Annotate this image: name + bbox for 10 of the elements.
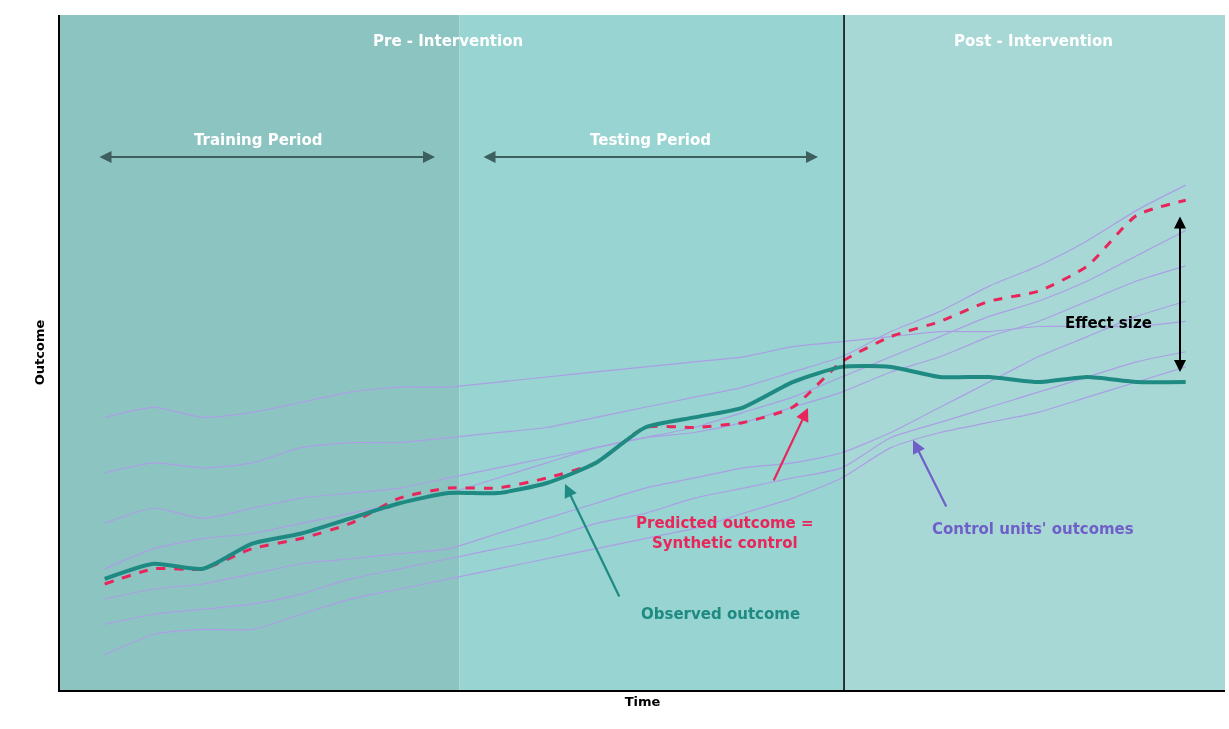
y-axis-title: Outcome: [32, 319, 48, 386]
text: Post - Intervention: [954, 32, 1113, 50]
annotation: Observed outcome: [641, 605, 801, 623]
annotation: Control units' outcomes: [932, 520, 1134, 538]
text: Pre - Intervention: [373, 32, 524, 50]
x-axis-title: Time: [624, 694, 661, 710]
annotation: Effect size: [1065, 314, 1152, 332]
text: Testing Period: [590, 131, 712, 149]
text: Training Period: [194, 131, 323, 149]
annotation: Predicted outcome = Synthetic control: [636, 514, 814, 552]
